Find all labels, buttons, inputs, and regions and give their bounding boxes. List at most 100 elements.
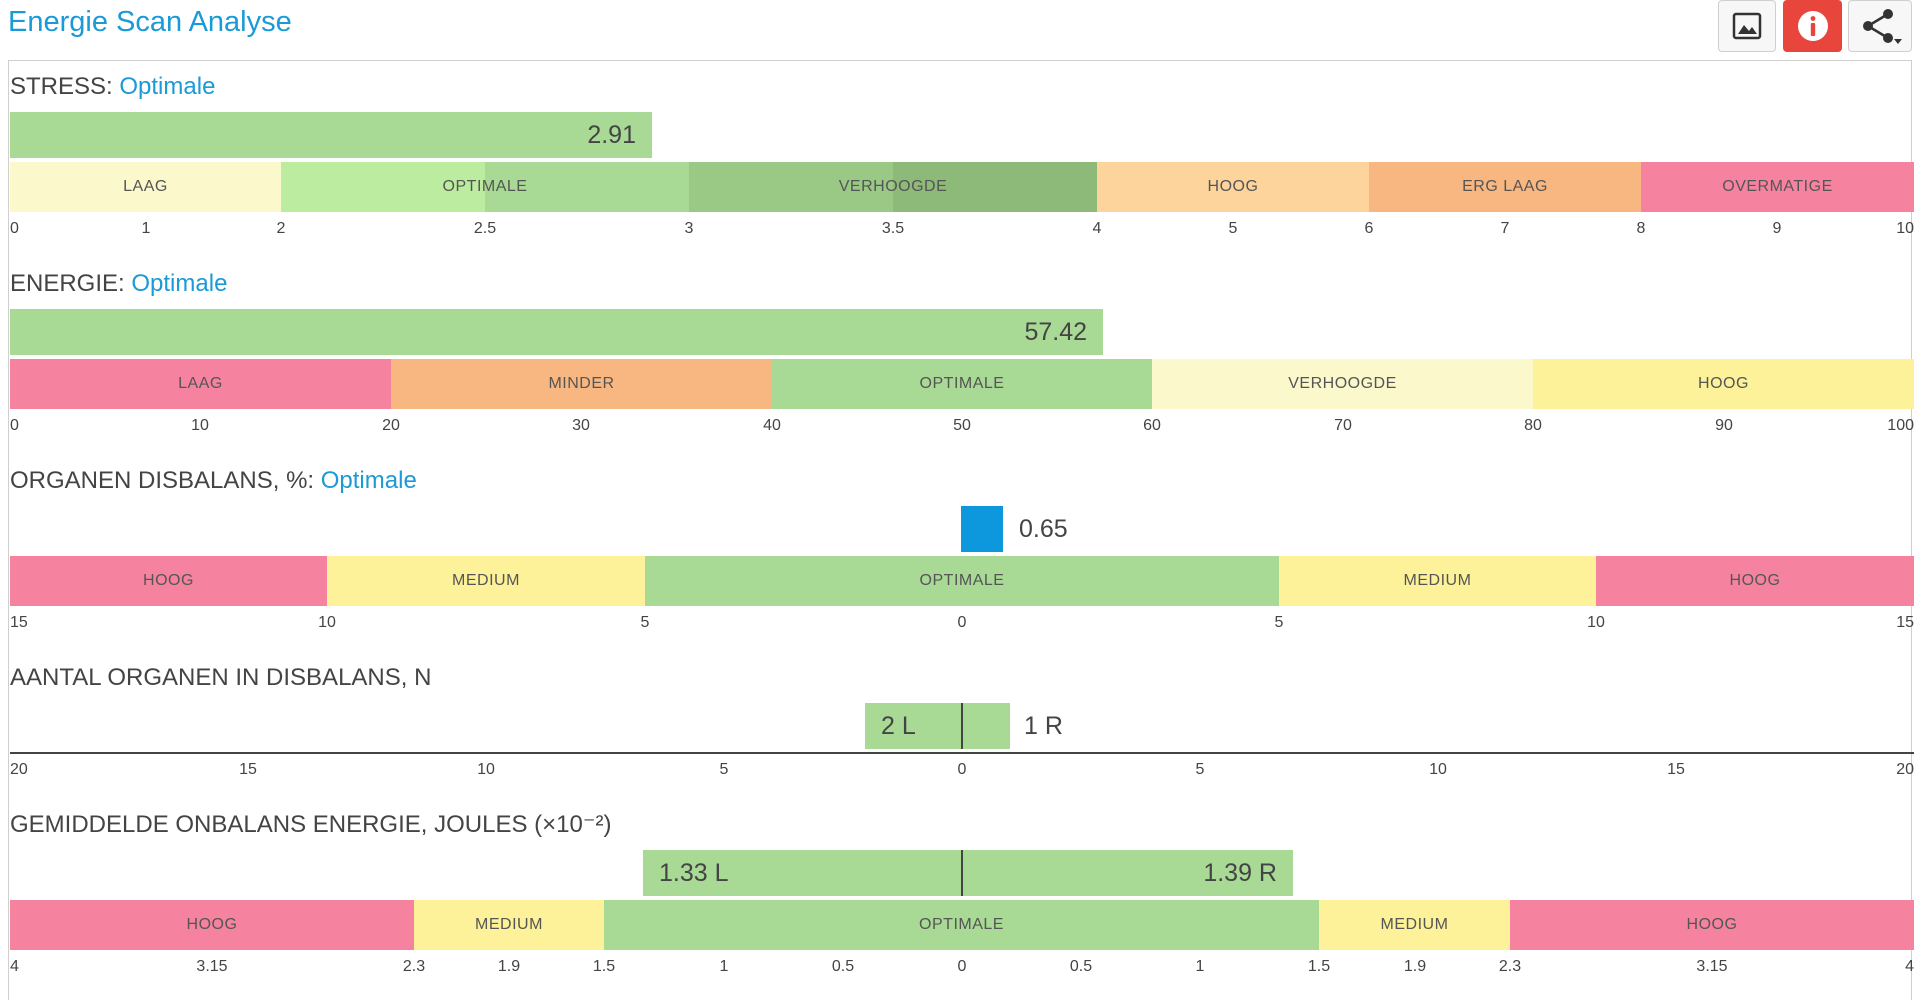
- aantal-tick: 10: [477, 761, 495, 778]
- energie-tick: 40: [763, 417, 781, 434]
- aantal-ticks: 20 15 10 5 0 5 10 15 20: [10, 761, 1914, 781]
- gemiddelde-center-line: [961, 850, 963, 896]
- gemiddelde-right-bar: 1.39 R: [962, 850, 1293, 896]
- info-icon: [1797, 11, 1828, 41]
- stress-tick: 0: [10, 220, 19, 237]
- energie-tick: 70: [1334, 417, 1352, 434]
- info-button[interactable]: [1783, 0, 1842, 52]
- gemiddelde-tick: 1.9: [497, 958, 521, 975]
- organen-label: ORGANEN DISBALANS, %:: [10, 467, 315, 494]
- gemiddelde-left-label: 1.33 L: [659, 858, 729, 887]
- energie-value-bar: 57.42: [10, 309, 1103, 355]
- gemiddelde-tick: 4: [1905, 958, 1914, 975]
- stress-tick: 6: [1364, 220, 1374, 237]
- aantal-left-bar: 2 L: [865, 703, 962, 749]
- organen-band-medium-right: MEDIUM: [1279, 556, 1596, 606]
- stress-band-erg-laag: ERG LAAG: [1369, 162, 1641, 212]
- energie-title: ENERGIE: Optimale: [10, 269, 227, 299]
- gemiddelde-band-hoog-left: HOOG: [10, 900, 414, 950]
- energie-tick: 20: [382, 417, 400, 434]
- aantal-left-label: 2 L: [881, 711, 916, 740]
- gemiddelde-tick: 1.5: [1307, 958, 1331, 975]
- gemiddelde-tick: 2.3: [402, 958, 426, 975]
- aantal-tick: 15: [1667, 761, 1685, 778]
- stress-band-hoog: HOOG: [1097, 162, 1369, 212]
- stress-band-laag: LAAG: [10, 162, 281, 212]
- energie-ticks: 0 10 20 30 40 50 60 70 80 90 100: [10, 417, 1914, 437]
- energie-tick: 0: [10, 417, 19, 434]
- stress-tick: 2.5: [473, 220, 497, 237]
- gemiddelde-tick: 0.5: [1069, 958, 1093, 975]
- organen-tick: 5: [640, 614, 650, 631]
- energie-band-minder: MINDER: [391, 359, 772, 409]
- gemiddelde-band-medium-left: MEDIUM: [414, 900, 604, 950]
- gemiddelde-bands: HOOG MEDIUM OPTIMALE MEDIUM HOOG: [10, 900, 1914, 950]
- page-title: Energie Scan Analyse: [8, 6, 292, 38]
- aantal-tick: 15: [239, 761, 257, 778]
- stress-ticks: 0 1 2 2.5 3 3.5 4 5 6 7 8 9 10: [10, 220, 1914, 240]
- energie-value-label: 57.42: [1024, 317, 1087, 346]
- stress-tick: 10: [1896, 220, 1914, 237]
- energie-status: Optimale: [131, 270, 228, 297]
- organen-tick: 15: [1896, 614, 1914, 631]
- organen-band-optimale: OPTIMALE: [645, 556, 1279, 606]
- energie-tick: 100: [1887, 417, 1914, 434]
- aantal-tick: 0: [957, 761, 967, 778]
- stress-tick: 3.5: [881, 220, 905, 237]
- stress-title: STRESS: Optimale: [10, 72, 215, 102]
- stress-band-optimale: OPTIMALE: [281, 162, 689, 212]
- gemiddelde-tick: 1.9: [1403, 958, 1427, 975]
- gemiddelde-tick: 0.5: [831, 958, 855, 975]
- gemiddelde-tick: 4: [10, 958, 19, 975]
- gemiddelde-tick: 1: [719, 958, 729, 975]
- organen-tick: 10: [1587, 614, 1605, 631]
- organen-title: ORGANEN DISBALANS, %: Optimale: [10, 466, 417, 496]
- results-panel: [8, 60, 1912, 1000]
- stress-tick: 2: [276, 220, 286, 237]
- stress-tick: 9: [1772, 220, 1782, 237]
- organen-bands: HOOG MEDIUM OPTIMALE MEDIUM HOOG: [10, 556, 1914, 606]
- organen-band-hoog-left: HOOG: [10, 556, 327, 606]
- energie-band-optimale: OPTIMALE: [772, 359, 1152, 409]
- energie-band-hoog: HOOG: [1533, 359, 1914, 409]
- energie-tick: 90: [1715, 417, 1733, 434]
- stress-bands: LAAG OPTIMALE VERHOOGDE HOOG ERG LAAG OV…: [10, 162, 1914, 212]
- stress-value-bar: 2.91: [10, 112, 652, 158]
- organen-band-hoog-right: HOOG: [1596, 556, 1914, 606]
- aantal-tick: 5: [719, 761, 729, 778]
- energie-tick: 30: [572, 417, 590, 434]
- stress-label: STRESS:: [10, 73, 113, 100]
- organen-tick: 0: [957, 614, 967, 631]
- aantal-title: AANTAL ORGANEN IN DISBALANS, N: [10, 664, 432, 691]
- energie-band-laag: LAAG: [10, 359, 391, 409]
- organen-tick: 10: [318, 614, 336, 631]
- gemiddelde-tick: 3.15: [1696, 958, 1728, 975]
- aantal-center-line: [961, 703, 963, 749]
- save-image-button[interactable]: [1718, 0, 1776, 52]
- energie-tick: 60: [1143, 417, 1161, 434]
- gemiddelde-band-hoog-right: HOOG: [1510, 900, 1914, 950]
- energie-tick: 50: [953, 417, 971, 434]
- energie-bands: LAAG MINDER OPTIMALE VERHOOGDE HOOG: [10, 359, 1914, 409]
- organen-value-label: 0.65: [1019, 515, 1068, 543]
- gemiddelde-ticks: 4 3.15 2.3 1.9 1.5 1 0.5 0 0.5 1 1.5 1.9…: [10, 958, 1914, 978]
- share-button[interactable]: [1848, 0, 1912, 52]
- aantal-tick: 5: [1195, 761, 1205, 778]
- share-icon: [1863, 9, 1902, 44]
- gemiddelde-right-label: 1.39 R: [1203, 858, 1277, 887]
- stress-band-overmatige: OVERMATIGE: [1641, 162, 1914, 212]
- gemiddelde-band-optimale: OPTIMALE: [604, 900, 1319, 950]
- organen-band-medium-left: MEDIUM: [327, 556, 645, 606]
- energie-band-verhoogde: VERHOOGDE: [1152, 359, 1533, 409]
- stress-tick: 3: [684, 220, 694, 237]
- organen-value-marker: [961, 506, 1003, 552]
- stress-value-label: 2.91: [587, 120, 636, 149]
- stress-status: Optimale: [119, 73, 216, 100]
- energie-tick: 80: [1524, 417, 1542, 434]
- gemiddelde-tick: 1: [1195, 958, 1205, 975]
- gemiddelde-left-bar: 1.33 L: [643, 850, 962, 896]
- aantal-axis-line: [10, 752, 1914, 754]
- organen-ticks: 15 10 5 0 5 10 15: [10, 614, 1914, 634]
- gemiddelde-title: GEMIDDELDE ONBALANS ENERGIE, JOULES (×10…: [10, 811, 612, 838]
- energie-label: ENERGIE:: [10, 270, 125, 297]
